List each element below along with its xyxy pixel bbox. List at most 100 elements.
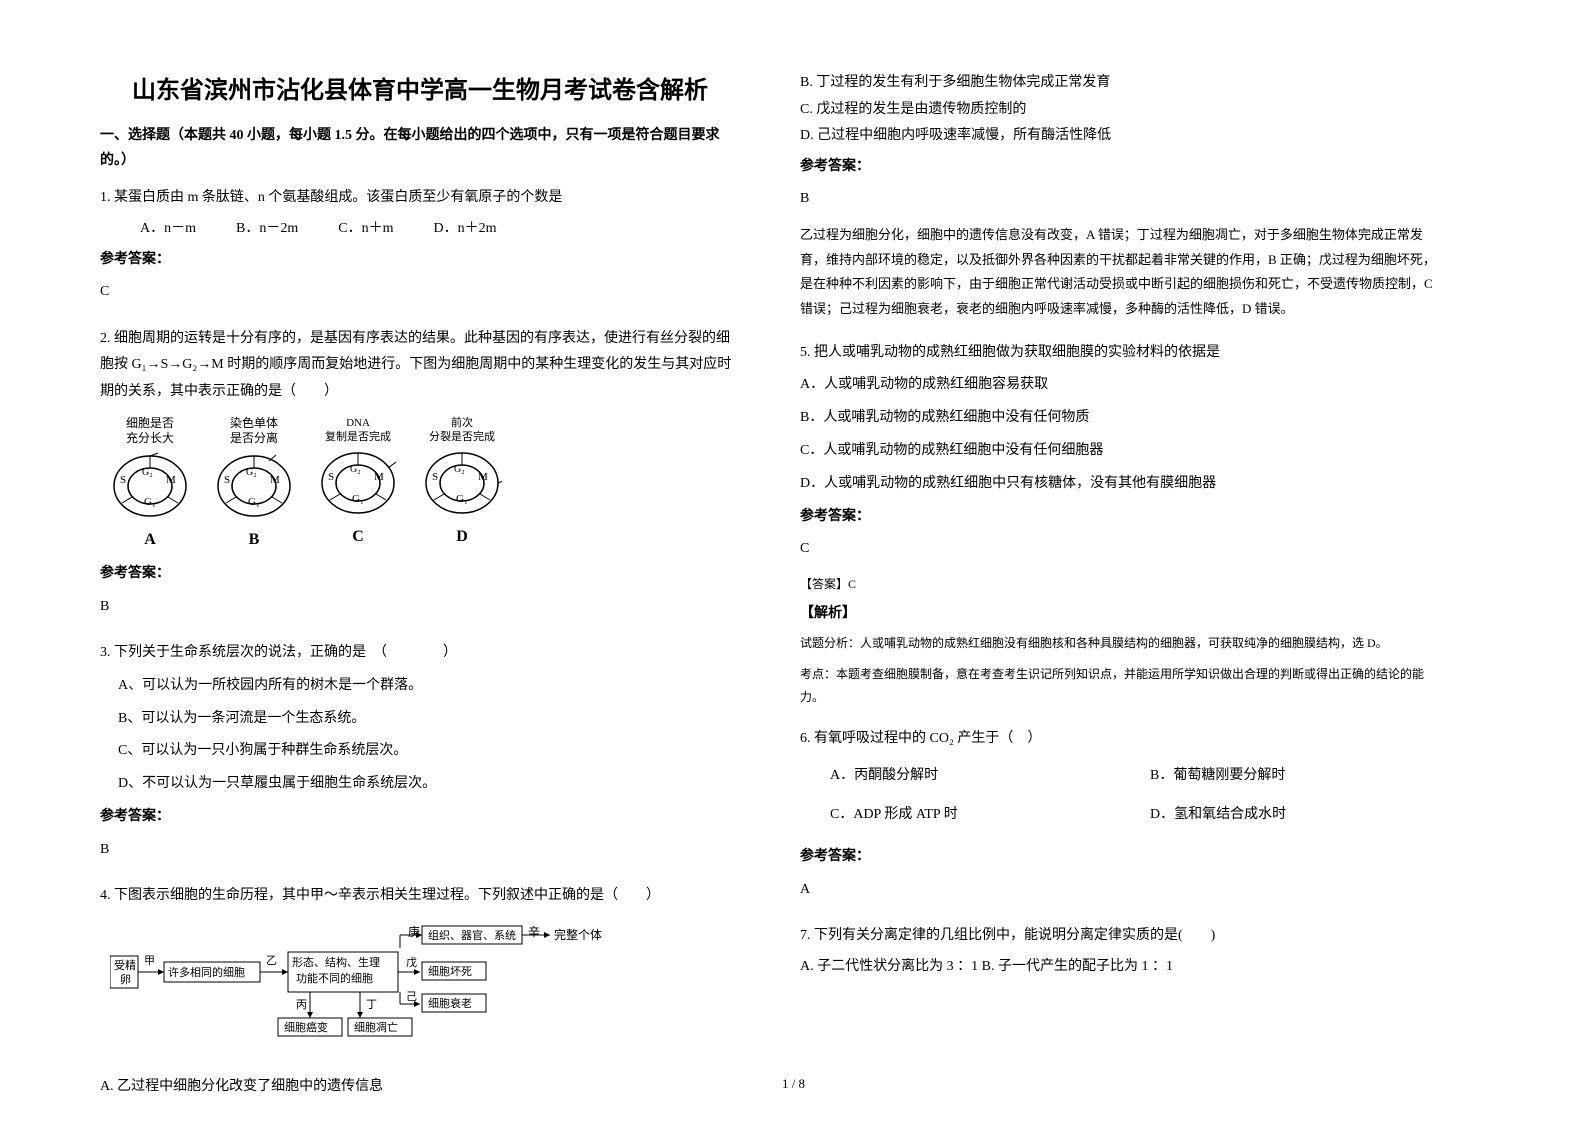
q1-opt-c: C．n＋m [338, 216, 393, 243]
svg-text:G₂: G₂ [454, 464, 465, 475]
question-4: 4. 下图表示细胞的生命历程，其中甲～辛表示相关生理过程。下列叙述中正确的是（ … [100, 883, 740, 1101]
svg-text:组织、器官、系统: 组织、器官、系统 [428, 928, 516, 942]
q2-ans: B [100, 594, 740, 621]
cycle-b-svg: S M G₂ G₁ [214, 451, 294, 521]
q4-opt-d: D. 己过程中细胞内呼吸速率减慢，所有酶活性降低 [800, 123, 1440, 150]
q6-ans: A [800, 877, 1440, 904]
q7-line2: A. 子二代性状分离比为 3 ：1 B. 子一代产生的配子比为 1 ：1 [800, 954, 1440, 981]
q1-opt-d: D．n＋2m [433, 216, 496, 243]
svg-text:G₁: G₁ [352, 493, 364, 505]
svg-text:S: S [120, 474, 126, 486]
svg-text:己: 己 [406, 991, 417, 1003]
q6-opt-b: B．葡萄糖刚要分解时 [1120, 763, 1440, 790]
cycle-d-l1: 前次 [429, 416, 495, 430]
svg-text:细胞凋亡: 细胞凋亡 [354, 1020, 398, 1034]
svg-text:完整个体: 完整个体 [554, 927, 602, 942]
svg-text:卵: 卵 [120, 973, 131, 986]
q1-text: 1. 某蛋白质由 m 条肽链、n 个氨基酸组成。该蛋白质至少有氧原子的个数是 [100, 185, 740, 212]
svg-text:G₁: G₁ [456, 493, 468, 505]
q4-analysis: 乙过程为细胞分化，细胞中的遗传信息没有改变，A 错误；丁过程为细胞凋亡，对于多细… [800, 223, 1440, 322]
q5-opt-c: C．人或哺乳动物的成熟红细胞中没有任何细胞器 [800, 436, 1440, 467]
question-5: 5. 把人或哺乳动物的成熟红细胞做为获取细胞膜的实验材料的依据是 A．人或哺乳动… [800, 340, 1440, 717]
svg-text:受精: 受精 [114, 959, 136, 972]
q6-opt-a: A．丙酮酸分解时 [800, 763, 1120, 790]
svg-text:形态、结构、生理: 形态、结构、生理 [292, 955, 380, 969]
q1-options: A．n－m B．n－2m C．n＋m D．n＋2m [100, 216, 740, 243]
cycle-b: 染色单体 是否分离 S M G₂ G₁ [214, 416, 294, 556]
cycle-a-l1: 细胞是否 [126, 416, 174, 432]
q5-jiexi-label: 【解析】 [800, 601, 1440, 628]
svg-text:辛: 辛 [528, 925, 540, 939]
svg-text:乙: 乙 [266, 954, 277, 967]
q6-ans-label: 参考答案： [800, 844, 1440, 871]
q4-text: 4. 下图表示细胞的生命历程，其中甲～辛表示相关生理过程。下列叙述中正确的是（ … [100, 883, 740, 910]
svg-text:G₂: G₂ [142, 467, 153, 478]
question-4-cont: B. 丁过程的发生有利于多细胞生物体完成正常发育 C. 戊过程的发生是由遗传物质… [800, 70, 1440, 330]
svg-text:G₁: G₁ [248, 496, 260, 508]
right-column: B. 丁过程的发生有利于多细胞生物体完成正常发育 C. 戊过程的发生是由遗传物质… [800, 70, 1440, 1111]
svg-text:M: M [166, 474, 176, 486]
svg-text:M: M [478, 471, 488, 483]
q1-opt-b: B．n－2m [236, 216, 298, 243]
q4-opt-b: B. 丁过程的发生有利于多细胞生物体完成正常发育 [800, 70, 1440, 97]
cycle-d: 前次 分裂是否完成 S M G₂ G₁ [422, 416, 502, 556]
cycle-a-letter: A [144, 525, 156, 555]
svg-text:G₂: G₂ [246, 467, 257, 478]
q2-ans-label: 参考答案： [100, 561, 740, 588]
q4-ans: B [800, 186, 1440, 213]
cycle-d-letter: D [456, 522, 468, 552]
q2-diagram: 细胞是否 充分长大 S M G₂ G₁ [110, 416, 740, 556]
svg-text:细胞癌变: 细胞癌变 [284, 1020, 328, 1034]
question-1: 1. 某蛋白质由 m 条肽链、n 个氨基酸组成。该蛋白质至少有氧原子的个数是 A… [100, 185, 740, 315]
q4-ans-label: 参考答案： [800, 154, 1440, 181]
svg-text:戊: 戊 [406, 956, 417, 969]
question-2: 2. 细胞周期的运转是十分有序的，是基因有序表达的结果。此种基因的有序表达，使进… [100, 326, 740, 631]
cycle-b-l1: 染色单体 [230, 416, 278, 432]
cycle-c-l1: DNA [325, 416, 391, 430]
svg-text:细胞坏死: 细胞坏死 [428, 965, 472, 978]
cycle-c: DNA 复制是否完成 S M G₂ G₁ [318, 416, 398, 556]
cycle-c-svg: S M G₂ G₁ [318, 448, 398, 518]
cycle-d-l2: 分裂是否完成 [429, 430, 495, 444]
q3-text: 3. 下列关于生命系统层次的说法，正确的是 （ ） [100, 640, 740, 667]
q4-flow-diagram: 庚 组织、器官、系统 辛 完整个体 受精 卵 甲 [110, 922, 740, 1063]
q4-flow-svg: 庚 组织、器官、系统 辛 完整个体 受精 卵 甲 [110, 922, 630, 1052]
svg-text:丁: 丁 [366, 999, 377, 1011]
cycle-a-l2: 充分长大 [126, 431, 174, 447]
svg-text:M: M [270, 474, 280, 486]
q4-opt-a: A. 乙过程中细胞分化改变了细胞中的遗传信息 [100, 1074, 740, 1101]
svg-text:S: S [224, 474, 230, 486]
q5-opt-b: B．人或哺乳动物的成熟红细胞中没有任何物质 [800, 403, 1440, 434]
cycle-c-letter: C [352, 522, 364, 552]
q1-ans-label: 参考答案： [100, 247, 740, 274]
q3-opt-d: D、不可以认为一只草履虫属于细胞生命系统层次。 [118, 769, 740, 800]
doc-title: 山东省滨州市沾化县体育中学高一生物月考试卷含解析 [100, 70, 740, 105]
page-number: 1 / 8 [782, 1076, 805, 1092]
q5-ans: C [800, 536, 1440, 563]
q4-opt-c: C. 戊过程的发生是由遗传物质控制的 [800, 97, 1440, 124]
cycle-b-l2: 是否分离 [230, 431, 278, 447]
q1-opt-a: A．n－m [140, 216, 196, 243]
q5-text: 5. 把人或哺乳动物的成熟红细胞做为获取细胞膜的实验材料的依据是 [800, 340, 1440, 367]
q5-ans-note: 【答案】C [800, 573, 1440, 596]
cycle-b-letter: B [249, 525, 260, 555]
svg-text:许多相同的细胞: 许多相同的细胞 [168, 965, 245, 979]
left-column: 山东省滨州市沾化县体育中学高一生物月考试卷含解析 一、选择题（本题共 40 小题… [100, 70, 740, 1111]
svg-text:S: S [328, 471, 334, 483]
q3-opt-b: B、可以认为一条河流是一个生态系统。 [118, 704, 740, 735]
q5-analysis1: 试题分析：人或哺乳动物的成熟红细胞没有细胞核和各种具膜结构的细胞器，可获取纯净的… [800, 632, 1440, 655]
svg-text:G₂: G₂ [350, 464, 361, 475]
cycle-d-svg: S M G₂ G₁ [422, 448, 502, 518]
q5-opt-a: A．人或哺乳动物的成熟红细胞容易获取 [800, 370, 1440, 401]
q3-opt-c: C、可以认为一只小狗属于种群生命系统层次。 [118, 736, 740, 767]
q7-text: 7. 下列有关分离定律的几组比例中，能说明分离定律实质的是( ) [800, 923, 1440, 950]
q5-analysis2: 考点：本题考查细胞膜制备，意在考查考生识记所列知识点，并能运用所学知识做出合理的… [800, 663, 1440, 709]
cycle-a-svg: S M G₂ G₁ [110, 451, 190, 521]
question-6: 6. 有氧呼吸过程中的 CO₂ 产生于（ ） A．丙酮酸分解时 B．葡萄糖刚要分… [800, 726, 1440, 913]
svg-text:S: S [432, 471, 438, 483]
cycle-a: 细胞是否 充分长大 S M G₂ G₁ [110, 416, 190, 556]
svg-text:甲: 甲 [144, 955, 155, 967]
q6-opt-d: D．氢和氧结合成水时 [1120, 802, 1440, 829]
q3-ans-label: 参考答案： [100, 804, 740, 831]
svg-text:G₁: G₁ [144, 496, 156, 508]
